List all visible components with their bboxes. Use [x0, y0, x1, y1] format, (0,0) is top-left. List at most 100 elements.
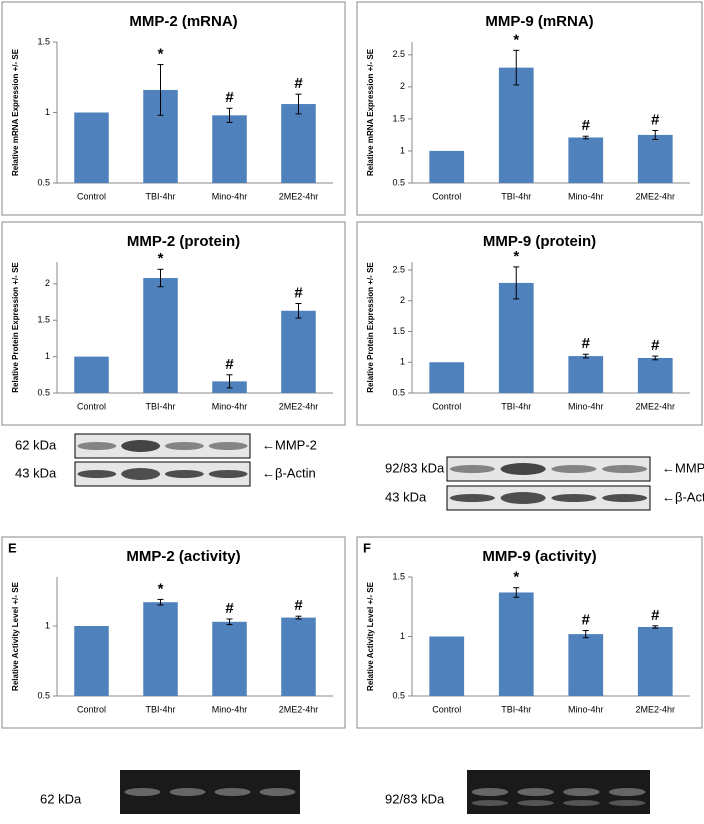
- band-size-label: 43 kDa: [385, 489, 427, 504]
- x-tick-label: 2ME2-4hr: [635, 191, 675, 201]
- x-tick-label: TBI-4hr: [145, 191, 175, 201]
- panel-frame: [1, 536, 346, 729]
- y-tick-label: 1.5: [392, 113, 405, 123]
- significance-mark: #: [294, 75, 303, 92]
- error-bar: [513, 49, 520, 86]
- significance-mark: #: [582, 335, 591, 352]
- error-bar: [157, 598, 164, 606]
- blot-band: [77, 470, 117, 478]
- x-tick-label: 2ME2-4hr: [279, 191, 319, 201]
- significance-mark: *: [158, 580, 164, 597]
- significance-mark: #: [582, 117, 591, 134]
- protein-label: ←MMP-2: [262, 437, 317, 452]
- bar: [568, 634, 604, 696]
- significance-mark: #: [294, 597, 303, 614]
- blot-band: [602, 465, 648, 473]
- y-axis-label: Relative Protein Expression +/- SE: [366, 262, 375, 393]
- x-tick-label: Control: [77, 191, 106, 201]
- significance-mark: #: [651, 337, 660, 354]
- blot-band: [449, 494, 495, 502]
- blot-band: [208, 470, 248, 478]
- y-axis-label: Relative mRNA Expression +/- SE: [11, 48, 20, 176]
- x-tick-label: TBI-4hr: [501, 704, 531, 714]
- significance-mark: *: [513, 31, 519, 48]
- error-bar: [652, 355, 659, 361]
- bar: [568, 137, 604, 183]
- y-tick-label: 0.5: [392, 177, 405, 187]
- y-tick-label: 2.5: [392, 264, 405, 274]
- error-bar: [582, 353, 589, 359]
- zymo-band: [124, 788, 161, 796]
- significance-mark: *: [513, 569, 519, 586]
- x-tick-label: Control: [432, 401, 461, 411]
- blot-band: [164, 442, 204, 450]
- x-tick-label: 2ME2-4hr: [635, 704, 675, 714]
- y-tick-label: 1: [400, 631, 405, 641]
- significance-mark: #: [225, 600, 234, 617]
- error-bar: [226, 107, 233, 123]
- panel-label: E: [8, 540, 17, 555]
- zymo-band: [517, 788, 554, 796]
- panel-frame: [356, 536, 703, 729]
- x-tick-label: 2ME2-4hr: [279, 704, 319, 714]
- error-bar: [226, 374, 233, 389]
- x-tick-label: Control: [432, 704, 461, 714]
- zymo-band: [517, 800, 554, 806]
- y-axis-label: Relative Activity Level +/- SE: [366, 581, 375, 691]
- zymo-band: [169, 788, 206, 796]
- band-size-label: 62 kDa: [40, 791, 82, 806]
- x-tick-label: Mino-4hr: [212, 191, 248, 201]
- zymo-band: [563, 800, 600, 806]
- significance-mark: *: [158, 250, 164, 267]
- y-axis-label: Relative mRNA Expression +/- SE: [366, 48, 375, 176]
- bar: [637, 626, 673, 696]
- panel-frame: [356, 221, 703, 426]
- bar: [74, 626, 109, 696]
- error-bar: [157, 268, 164, 288]
- x-tick-label: 2ME2-4hr: [279, 401, 319, 411]
- blot-band: [551, 494, 597, 502]
- error-bar: [652, 129, 659, 140]
- bar: [281, 310, 316, 393]
- blot-band: [121, 468, 161, 480]
- bar: [498, 592, 534, 696]
- y-tick-label: 1: [45, 351, 50, 361]
- panel-label: F: [363, 540, 371, 555]
- blot-band: [500, 463, 546, 475]
- y-tick-label: 1.5: [37, 315, 50, 325]
- y-tick-label: 1.5: [392, 326, 405, 336]
- bar: [281, 104, 316, 183]
- y-tick-label: 0.5: [37, 387, 50, 397]
- bar: [568, 356, 604, 393]
- x-tick-label: Control: [77, 401, 106, 411]
- bar: [429, 362, 465, 393]
- bar: [74, 112, 109, 183]
- error-bar: [513, 266, 520, 300]
- blot-band: [164, 470, 204, 478]
- x-tick-label: TBI-4hr: [145, 401, 175, 411]
- error-bar: [582, 630, 589, 639]
- error-bar: [652, 625, 659, 629]
- error-bar: [295, 93, 302, 115]
- y-tick-label: 2: [400, 295, 405, 305]
- significance-mark: #: [582, 612, 591, 629]
- blot-band: [449, 465, 495, 473]
- panel-frame: [1, 1, 346, 216]
- x-tick-label: Mino-4hr: [212, 704, 248, 714]
- x-tick-label: Control: [77, 704, 106, 714]
- protein-label: ←β-Actin: [662, 489, 704, 504]
- bar: [74, 356, 109, 393]
- chart-title: MMP-9 (protein): [483, 233, 596, 250]
- y-tick-label: 0.5: [37, 690, 50, 700]
- zymo-band: [608, 788, 646, 796]
- significance-mark: #: [225, 356, 234, 373]
- blot-band: [208, 442, 248, 450]
- error-bar: [157, 64, 164, 116]
- protein-label: ←MMP-9: [662, 460, 704, 475]
- x-tick-label: Mino-4hr: [568, 191, 604, 201]
- error-bar: [582, 135, 589, 140]
- bar: [498, 67, 534, 183]
- y-tick-label: 1: [45, 107, 50, 117]
- y-tick-label: 2.5: [392, 49, 405, 59]
